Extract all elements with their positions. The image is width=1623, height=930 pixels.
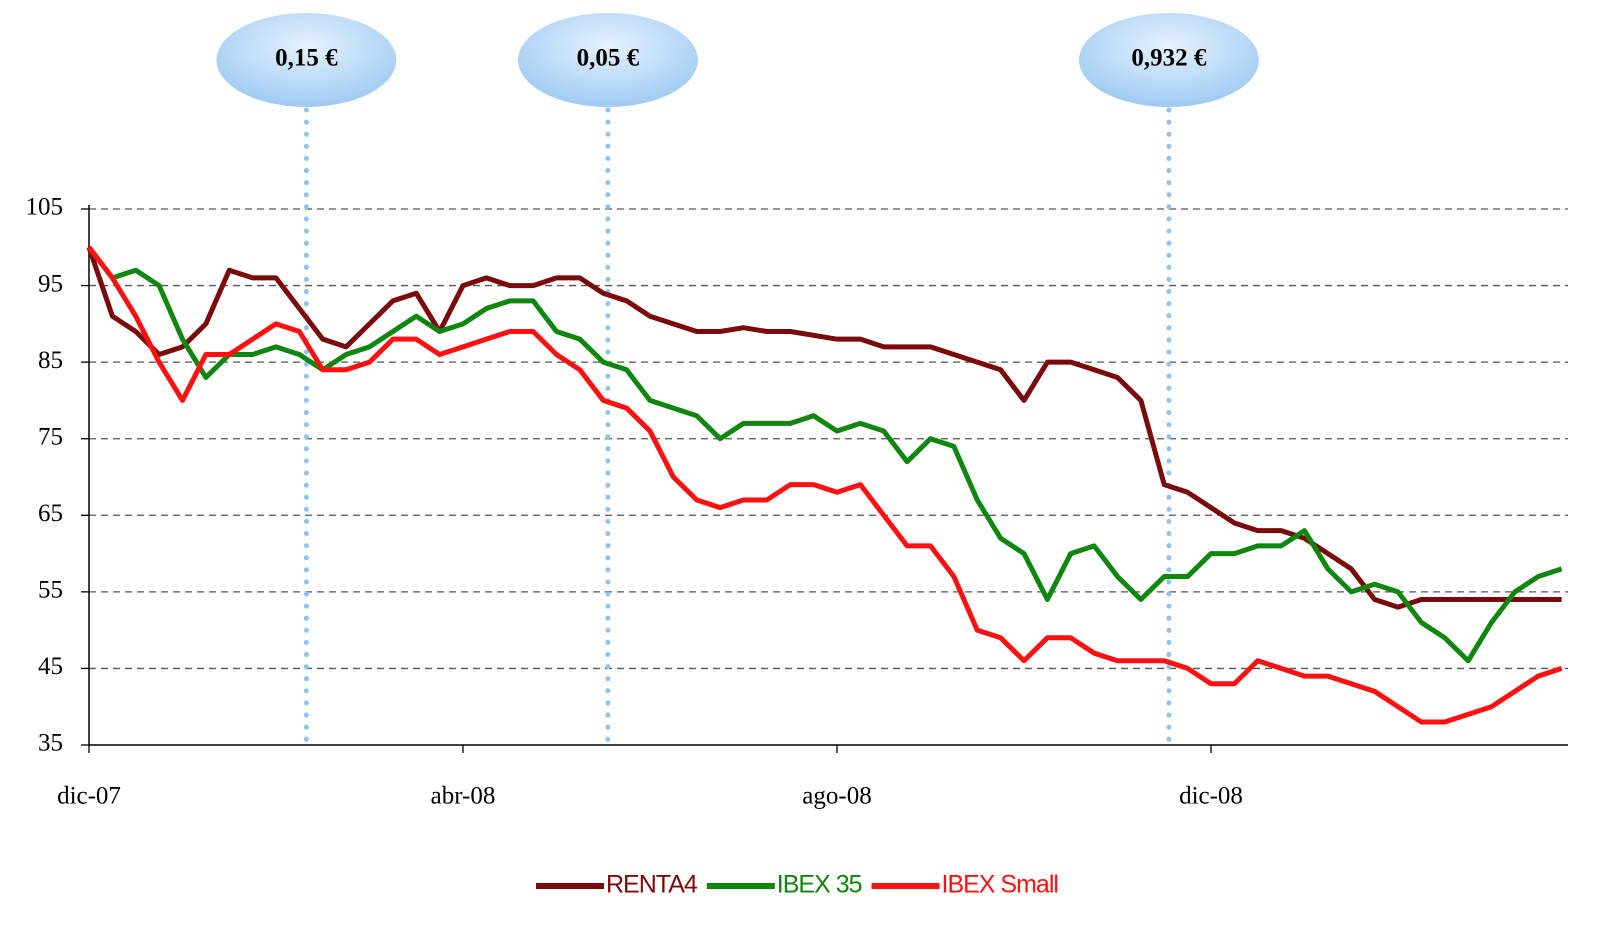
- annotation-label: 0,05 €: [577, 45, 640, 72]
- x-tick-label: dic-08: [1179, 783, 1243, 810]
- annotation-label: 0,932 €: [1131, 45, 1207, 72]
- annotation-bubble: [216, 13, 397, 107]
- annotation-label: 0,15 €: [275, 45, 338, 72]
- series-line: [87, 245, 1563, 725]
- series-line: [87, 245, 1563, 664]
- annotation-bubble: [1078, 13, 1259, 107]
- x-tick-label: ago-08: [802, 783, 871, 810]
- y-tick-label: 45: [38, 653, 63, 680]
- y-tick-label: 55: [38, 577, 63, 604]
- annotation-bubble: [517, 13, 698, 107]
- y-tick-label: 75: [38, 423, 63, 450]
- y-tick-label: 105: [26, 194, 64, 221]
- y-tick-label: 35: [38, 730, 63, 757]
- legend-label: IBEX 35: [777, 871, 862, 899]
- y-tick-label: 65: [38, 500, 63, 527]
- x-tick-label: abr-08: [431, 783, 496, 810]
- y-tick-label: 85: [38, 347, 63, 374]
- legend-label: RENTA4: [606, 871, 698, 899]
- y-tick-label: 95: [38, 270, 63, 297]
- legend-label: IBEX Small: [942, 871, 1058, 899]
- x-tick-label: dic-07: [57, 783, 121, 810]
- series-line: [86, 246, 1562, 610]
